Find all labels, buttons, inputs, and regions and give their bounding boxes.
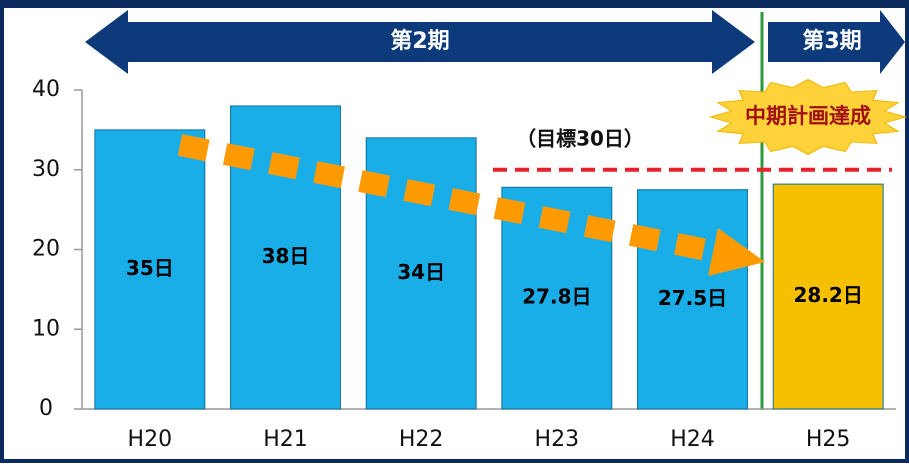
- y-tick-label: 30: [32, 157, 60, 182]
- x-tick-label: H20: [128, 427, 173, 452]
- x-tick-label: H21: [263, 427, 308, 452]
- period-label: 第3期: [802, 28, 861, 54]
- frame-top: [0, 0, 909, 8]
- y-tick-label: 10: [32, 316, 60, 341]
- bar: [94, 129, 206, 410]
- y-tick-label: 40: [32, 77, 60, 102]
- trend-arrowhead: [708, 228, 765, 276]
- x-tick-label: H24: [670, 427, 715, 452]
- period-arrow: [768, 10, 905, 74]
- y-tick-label: 20: [32, 237, 60, 262]
- burst-label: 中期計画達成: [745, 104, 871, 128]
- trend-arrow: [177, 134, 725, 264]
- y-tick-label: 0: [39, 396, 53, 421]
- x-tick-label: H25: [806, 427, 851, 452]
- data-label: 38日: [262, 244, 310, 268]
- data-label: 27.5日: [658, 286, 727, 310]
- target-label: （目標30日）: [516, 126, 644, 150]
- x-tick-label: H22: [399, 427, 444, 452]
- data-label: 28.2日: [793, 283, 862, 307]
- period-arrow: [85, 10, 755, 74]
- data-label: 34日: [397, 260, 445, 284]
- x-tick-label: H23: [535, 427, 580, 452]
- period-label: 第2期: [390, 28, 449, 54]
- burst: [708, 78, 908, 156]
- data-label: 27.8日: [522, 285, 591, 309]
- data-label: 35日: [126, 256, 174, 280]
- bar: [772, 183, 884, 410]
- bar: [637, 189, 748, 410]
